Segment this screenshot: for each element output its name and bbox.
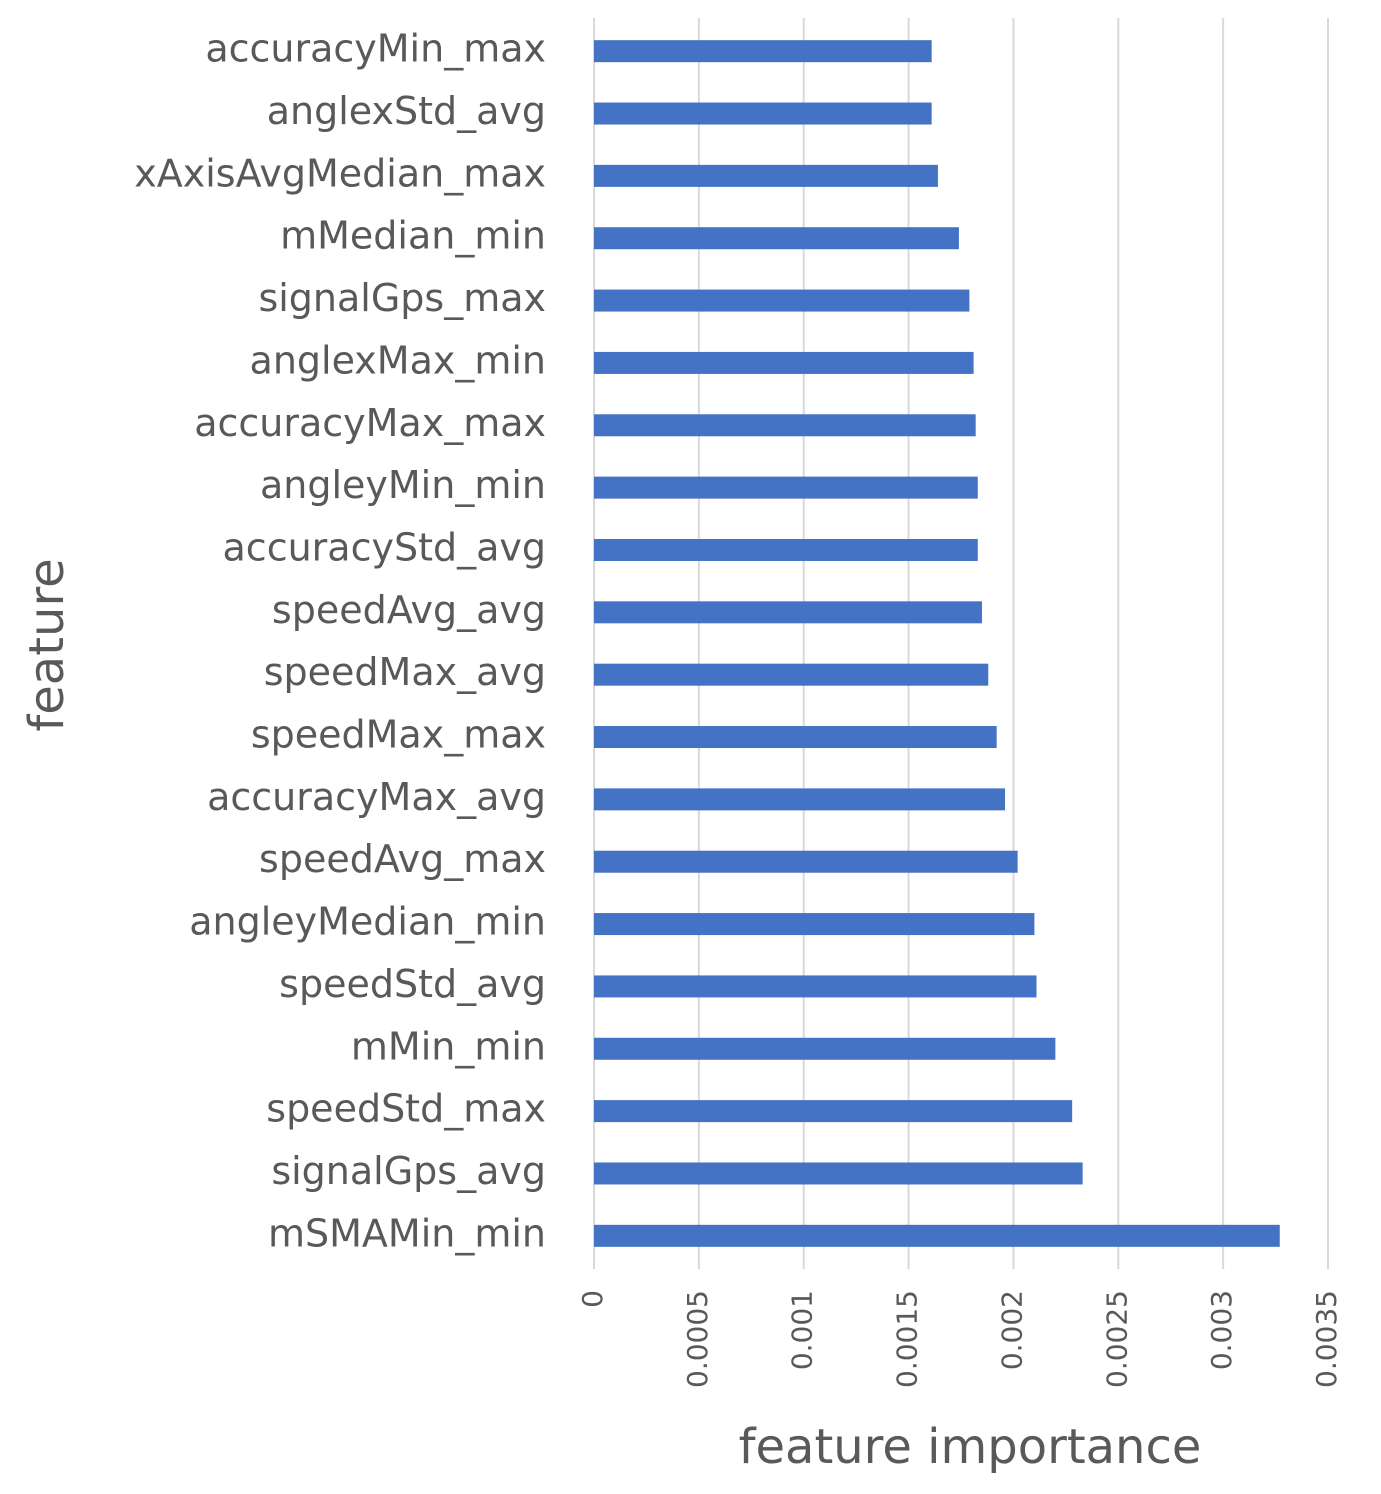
bar bbox=[594, 1162, 1083, 1185]
bar bbox=[594, 726, 997, 749]
x-tick-label: 0.002 bbox=[995, 1290, 1028, 1370]
bar bbox=[594, 351, 974, 374]
x-tick-label: 0.0025 bbox=[1100, 1290, 1133, 1388]
bar bbox=[594, 1224, 1280, 1247]
bar bbox=[594, 975, 1037, 998]
bar bbox=[594, 102, 932, 125]
y-tick-label: speedMax_max bbox=[251, 713, 546, 757]
y-tick-label: accuracyMax_avg bbox=[207, 775, 546, 819]
y-tick-label: speedStd_avg bbox=[279, 962, 546, 1006]
y-tick-label: speedAvg_max bbox=[259, 837, 546, 881]
x-tick-label: 0.003 bbox=[1205, 1290, 1238, 1370]
x-tick-label: 0 bbox=[576, 1290, 609, 1308]
y-tick-label: anglexMax_min bbox=[250, 338, 546, 382]
y-tick-label: speedAvg_avg bbox=[272, 588, 546, 632]
bar bbox=[594, 164, 938, 187]
y-tick-label: accuracyMin_max bbox=[205, 27, 546, 71]
y-tick-label: accuracyStd_avg bbox=[223, 525, 546, 569]
y-tick-label: accuracyMax_max bbox=[194, 401, 546, 445]
bar bbox=[594, 663, 989, 686]
bar bbox=[594, 538, 978, 561]
bar bbox=[594, 850, 1018, 873]
y-tick-label: angleyMin_min bbox=[260, 463, 546, 507]
x-axis-title: feature importance bbox=[739, 1419, 1202, 1475]
y-tick-label: signalGps_max bbox=[258, 276, 546, 320]
y-tick-label: speedMax_avg bbox=[264, 650, 546, 694]
y-tick-label: mSMAMin_min bbox=[268, 1211, 546, 1255]
bar bbox=[594, 476, 978, 499]
bar bbox=[594, 601, 982, 624]
bar bbox=[594, 414, 976, 437]
bar bbox=[594, 289, 970, 312]
bar bbox=[594, 1100, 1073, 1123]
y-tick-label: xAxisAvgMedian_max bbox=[134, 151, 546, 195]
y-tick-label: signalGps_avg bbox=[271, 1149, 546, 1193]
bar bbox=[594, 788, 1006, 811]
x-tick-label: 0.0015 bbox=[891, 1290, 924, 1388]
x-tick-label: 0.001 bbox=[786, 1290, 819, 1370]
x-tick-label: 0.0005 bbox=[681, 1290, 714, 1388]
y-axis-title: feature bbox=[19, 558, 75, 731]
bar bbox=[594, 913, 1035, 936]
bar bbox=[594, 40, 932, 63]
y-tick-label: mMedian_min bbox=[280, 214, 546, 258]
y-tick-label: angleyMedian_min bbox=[189, 900, 546, 944]
bar bbox=[594, 1037, 1056, 1060]
y-tick-label: speedStd_max bbox=[266, 1087, 546, 1131]
y-tick-label: mMin_min bbox=[351, 1024, 546, 1068]
y-tick-label: anglexStd_avg bbox=[267, 89, 546, 133]
x-tick-label: 0.0035 bbox=[1310, 1290, 1343, 1388]
bar bbox=[594, 227, 959, 250]
